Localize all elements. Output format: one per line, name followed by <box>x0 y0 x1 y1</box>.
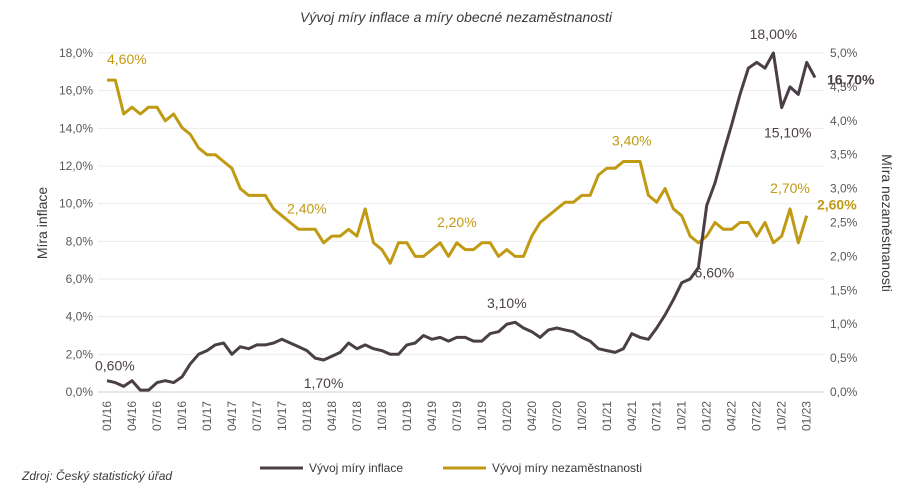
data-label: 0,60% <box>95 358 135 374</box>
x-tick-label: 04/20 <box>525 401 539 431</box>
x-tick-label: 07/18 <box>350 401 364 431</box>
y-left-tick-label: 4,0% <box>66 310 94 324</box>
data-labels: 4,60% 2,40% 2,20% 3,40% 2,70% 2,60% 0,60% 1,70%… <box>95 26 875 391</box>
x-tick-label: 01/20 <box>500 401 514 431</box>
y-left-tick-label: 10,0% <box>59 197 93 211</box>
source-note: Zdroj: Český statistický úřad <box>21 468 172 483</box>
y-right-tick-label: 4,0% <box>830 114 858 128</box>
x-tick-label: 07/22 <box>750 401 764 431</box>
data-label: 1,70% <box>304 375 344 391</box>
y-left-tick-label: 18,0% <box>59 46 93 60</box>
y-left-tick-label: 2,0% <box>66 347 94 361</box>
y-right-tick-label: 3,5% <box>830 148 858 162</box>
series-inflation-line <box>106 51 817 392</box>
y-right-tick-label: 0,0% <box>830 385 858 399</box>
x-tick-label: 01/19 <box>400 401 414 431</box>
left-axis-ticks: 0,0% 2,0% 4,0% 6,0% 8,0% 10,0% 12,0% 14,0% 16,0%… <box>59 46 824 399</box>
y-right-tick-label: 2,0% <box>830 249 858 263</box>
x-tick-label: 01/16 <box>100 401 114 431</box>
x-tick-label: 04/19 <box>425 401 439 431</box>
chart-title: Vývoj míry inflace a míry obecné nezaměs… <box>300 9 613 25</box>
data-label: 18,00% <box>750 26 797 42</box>
data-label: 6,60% <box>695 265 735 281</box>
x-tick-label: 07/16 <box>150 401 164 431</box>
x-tick-label: 04/17 <box>225 401 239 431</box>
x-tick-label: 10/22 <box>775 401 789 431</box>
data-label: 2,20% <box>437 214 477 230</box>
data-label: 2,60% <box>817 197 857 213</box>
right-axis-ticks: 0,0% 0,5% 1,0% 1,5% 2,0% 2,5% 3,0% 3,5% 4,0% 4,5%… <box>830 46 858 399</box>
y-right-tick-label: 5,0% <box>830 46 858 60</box>
legend: Vývoj míry inflace Vývoj míry nezaměstna… <box>260 461 642 475</box>
y-left-tick-label: 0,0% <box>66 385 94 399</box>
x-tick-label: 07/21 <box>650 401 664 431</box>
y-left-axis-title: Míra inflace <box>34 187 50 260</box>
x-tick-label: 07/17 <box>250 401 264 431</box>
x-tick-label: 01/22 <box>700 401 714 431</box>
data-label: 2,40% <box>287 200 327 216</box>
x-axis-ticks: 01/16 04/16 07/16 10/16 01/17 04/17 07/17 10/17… <box>100 401 814 431</box>
y-right-tick-label: 2,5% <box>830 216 858 230</box>
y-left-tick-label: 14,0% <box>59 121 93 135</box>
data-label: 3,40% <box>612 132 652 148</box>
x-tick-label: 07/19 <box>450 401 464 431</box>
x-tick-label: 04/21 <box>625 401 639 431</box>
x-tick-label: 01/17 <box>200 401 214 431</box>
x-tick-label: 10/17 <box>275 401 289 431</box>
y-right-tick-label: 1,0% <box>830 317 858 331</box>
x-tick-label: 04/18 <box>325 401 339 431</box>
y-left-tick-label: 8,0% <box>66 234 94 248</box>
x-tick-label: 04/16 <box>125 401 139 431</box>
data-label: 16,70% <box>827 71 875 87</box>
y-right-axis-title: Míra nezaměstnanosti <box>879 154 895 292</box>
y-right-tick-label: 3,0% <box>830 182 858 196</box>
x-tick-label: 07/20 <box>550 401 564 431</box>
legend-label-inflation: Vývoj míry inflace <box>309 461 403 475</box>
legend-label-unemployment: Vývoj míry nezaměstnanosti <box>492 461 642 475</box>
data-label: 15,10% <box>764 125 811 141</box>
y-left-tick-label: 16,0% <box>59 84 93 98</box>
series-unemployment-line <box>107 78 809 265</box>
x-tick-label: 10/18 <box>375 401 389 431</box>
x-tick-label: 10/16 <box>175 401 189 431</box>
y-right-tick-label: 1,5% <box>830 283 858 297</box>
data-label: 2,70% <box>770 180 810 196</box>
x-tick-label: 10/21 <box>675 401 689 431</box>
x-tick-label: 10/19 <box>475 401 489 431</box>
x-tick-label: 04/22 <box>725 401 739 431</box>
data-label: 4,60% <box>107 51 147 67</box>
x-tick-label: 01/18 <box>300 401 314 431</box>
y-left-tick-label: 12,0% <box>59 159 93 173</box>
y-right-tick-label: 0,5% <box>830 351 858 365</box>
x-tick-label: 01/21 <box>600 401 614 431</box>
y-left-tick-label: 6,0% <box>66 272 94 286</box>
x-tick-label: 10/20 <box>575 401 589 431</box>
y-right-tick-label: 4,5% <box>830 80 858 94</box>
x-tick-label: 01/23 <box>800 401 814 431</box>
data-label: 3,10% <box>487 295 527 311</box>
